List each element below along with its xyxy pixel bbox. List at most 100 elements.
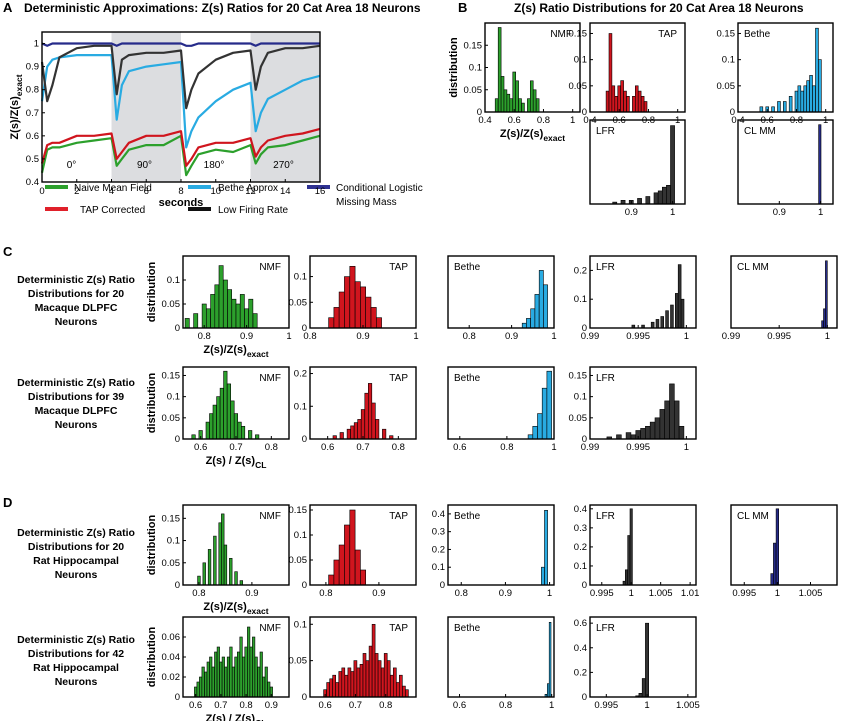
x-tick-label: 1.01 [681, 588, 700, 599]
histogram-bar [341, 667, 346, 698]
y-tick-label: 0.05 [464, 85, 483, 96]
x-tick-label: 10 [210, 186, 221, 197]
histogram-bar [231, 298, 237, 329]
histogram-bar [770, 573, 774, 586]
histogram-bar [521, 102, 525, 113]
histogram-bar [356, 667, 361, 698]
histogram-bar [353, 660, 358, 698]
method-label: NMF [550, 29, 572, 40]
method-label: LFR [596, 373, 615, 384]
plot-frame [589, 119, 686, 205]
chart-c2-bethe: Bethe 0.6 0.8 1 [447, 366, 557, 453]
chart-b-clmm: CL MM 0.9 1 [737, 119, 834, 218]
histogram-bar [650, 321, 655, 329]
histogram-bar [548, 621, 552, 698]
x-tick-label: 0.9 [773, 207, 786, 218]
x-tick-label: 1 [551, 442, 556, 453]
x-tick-label: 4 [109, 186, 114, 197]
angle-annotation: 0° [67, 160, 77, 171]
histogram-bar [620, 80, 624, 113]
histogram-bar [339, 432, 344, 440]
method-label: Bethe [454, 262, 481, 273]
x-axis-label-main: Z(s)/Z(s) [203, 344, 247, 356]
y-tick-label: 0.15 [162, 513, 181, 524]
x-axis-label-sub: exact [247, 606, 269, 616]
histogram-bar [205, 421, 210, 440]
row-label-line: Neurons [55, 676, 98, 688]
y-tick-label: 0 [302, 580, 307, 591]
x-tick-label: 0.9 [372, 588, 385, 599]
y-tick-label: 0.7 [26, 108, 39, 119]
histogram-bar [629, 508, 633, 586]
histogram-bar [226, 383, 231, 440]
series-line-lfr [40, 44, 321, 110]
y-tick-label: 0.05 [289, 297, 308, 308]
x-tick-label: 0.6 [319, 700, 332, 711]
y-tick-label: 0.15 [289, 505, 308, 516]
y-tick-label: 0.15 [717, 28, 736, 39]
histogram-bar [210, 294, 216, 329]
histogram-bar [818, 59, 822, 113]
y-tick-label: 0 [175, 692, 180, 703]
x-tick-label: 0.9 [625, 207, 638, 218]
histogram-bar [534, 294, 540, 329]
x-axis-label-main: Z(s)/Z(s) [203, 601, 247, 613]
histogram-bar [673, 400, 680, 440]
method-label: NMF [259, 373, 281, 384]
histogram-bar [248, 298, 254, 329]
chart-d2-tap: TAP 0.6 0.7 0.8 0 0.05 0.1 [289, 616, 417, 711]
plot-frame [730, 255, 838, 329]
y-tick-label: 0.02 [162, 672, 181, 683]
x-axis-label-sub: CL [255, 460, 266, 470]
x-tick-label: 1 [684, 442, 689, 453]
histogram-bar [221, 656, 225, 698]
chart-c2-nmf: NMF 0.6 0.7 0.8 0 0.05 0.1 0.15 distribution Z(s)… [146, 366, 290, 470]
histogram-bar [641, 678, 646, 698]
histogram-bar [214, 284, 220, 329]
histogram-bar [221, 513, 225, 586]
chart-d2-nmf: NMF 0.6 0.7 0.8 0.9 0 0.02 0.04 0.06 distribution… [146, 616, 290, 721]
histogram-bar [199, 676, 203, 698]
y-tick-label: 0.05 [162, 299, 181, 310]
histogram-bar [546, 683, 550, 698]
plot-frame [309, 616, 417, 698]
histogram-bar [530, 308, 536, 329]
histogram-bar [659, 409, 666, 440]
histogram-bar [395, 682, 400, 698]
y-tick-label: 0.2 [294, 369, 307, 380]
legend-label-bethe: Bethe Approx [218, 183, 278, 194]
panel-a-title: Deterministic Approximations: Z(s) Ratio… [24, 1, 421, 15]
histogram-bar [252, 313, 258, 329]
x-axis-label: Z(s)/Z(s)exact [203, 601, 268, 616]
histogram-bar [350, 425, 355, 440]
histogram-bar [344, 524, 350, 586]
x-tick-label: 0.995 [626, 442, 650, 453]
histogram-bar [234, 656, 238, 698]
histogram-bar [338, 671, 343, 698]
chart-c1-lfr: LFR 0.99 0.995 1 0 0.1 0.2 [574, 255, 697, 342]
histogram-bar [541, 387, 548, 440]
y-tick-label: 0.1 [167, 275, 180, 286]
histogram-bar [521, 322, 527, 329]
method-label: CL MM [737, 511, 769, 522]
x-tick-label: 0.6 [453, 700, 466, 711]
x-axis-label: seconds [159, 197, 204, 209]
histogram-bar [624, 569, 628, 586]
histogram-bar [368, 645, 373, 698]
x-tick-label: 0.8 [463, 331, 476, 342]
legend-label-tap: TAP Corrected [80, 205, 145, 216]
y-tick-label: 1 [34, 39, 39, 50]
histogram-bar [543, 284, 548, 329]
histogram-bar [204, 671, 208, 698]
chart-d1-clmm: CL MM 0.995 1 1.005 [730, 504, 838, 599]
histogram-bar [360, 286, 366, 329]
x-tick-label: 0.99 [581, 442, 600, 453]
histogram-bar [354, 281, 361, 329]
y-tick-label: 0.05 [717, 81, 736, 92]
y-tick-label: 0.4 [432, 509, 445, 520]
x-tick-label: 0.995 [594, 700, 618, 711]
chart-b-lfr: LFR 0.9 1 [589, 119, 686, 218]
histogram-bar [248, 430, 253, 440]
chart-d1-tap: TAP 0.8 0.9 0 0.05 0.1 0.15 [289, 504, 417, 599]
y-tick-label: 0.15 [464, 40, 483, 51]
